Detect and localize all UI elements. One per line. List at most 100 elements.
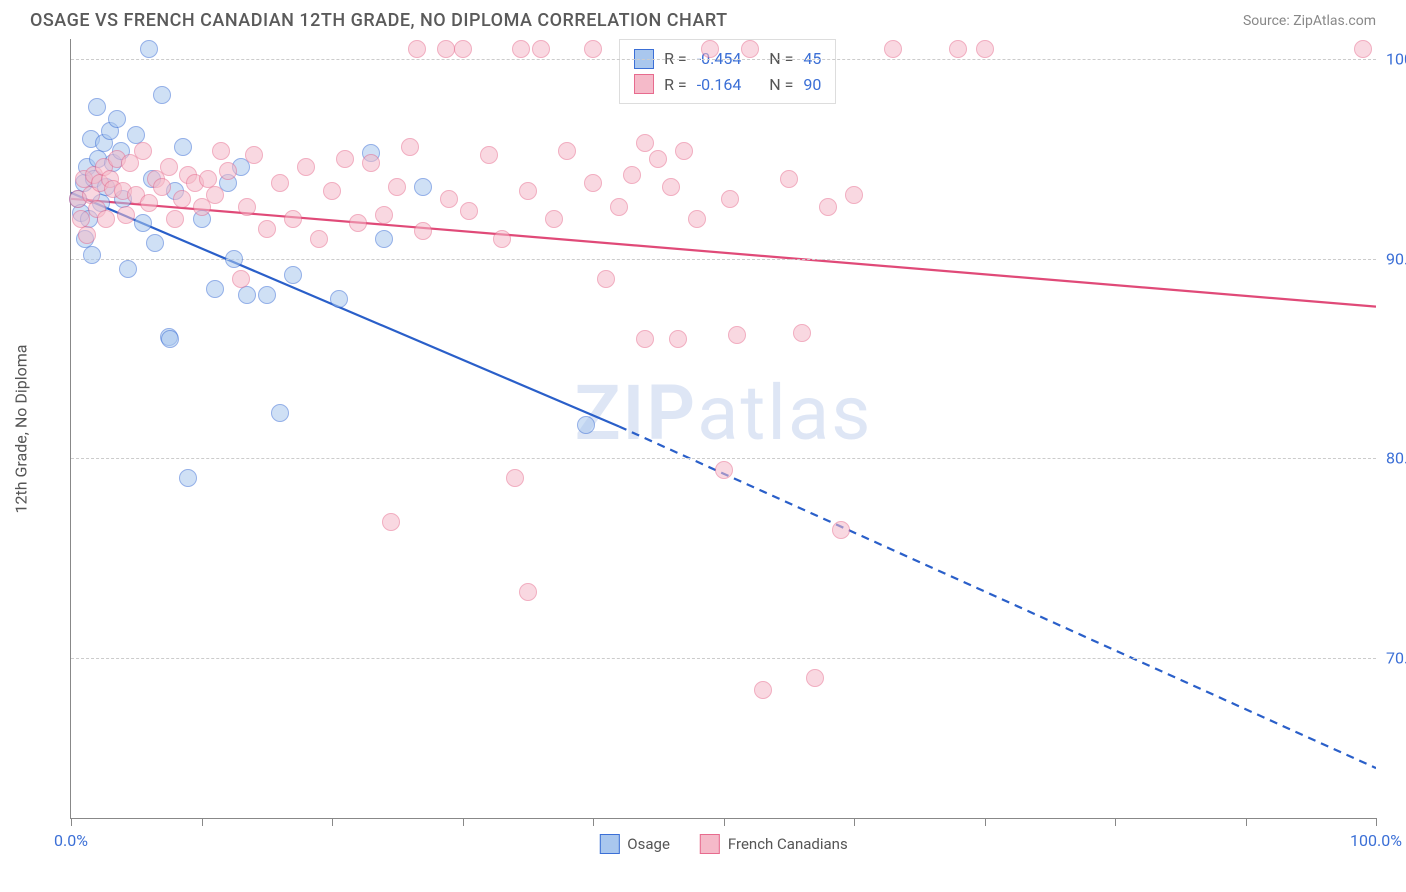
scatter-point-french-canadian [584,40,602,58]
series-legend-item: Osage [599,834,670,854]
scatter-point-osage [179,469,197,487]
scatter-point-french-canadian [454,40,472,58]
scatter-point-osage [271,404,289,422]
scatter-point-french-canadian [271,174,289,192]
stats-legend: R = -0.454 N = 45 R = -0.164 N = 90 [619,39,836,104]
scatter-point-osage [577,416,595,434]
scatter-point-french-canadian [636,330,654,348]
scatter-point-french-canadian [284,210,302,228]
n-label: N = [769,72,793,98]
scatter-point-french-canadian [623,166,641,184]
x-tick [1246,818,1247,826]
scatter-point-osage [88,98,106,116]
scatter-point-french-canadian [493,230,511,248]
scatter-point-french-canadian [440,190,458,208]
scatter-point-french-canadian [414,222,432,240]
y-tick-label: 100.0% [1386,49,1406,68]
scatter-point-french-canadian [728,326,746,344]
gridline-h [71,658,1376,659]
chart-header: OSAGE VS FRENCH CANADIAN 12TH GRADE, NO … [0,0,1406,39]
scatter-point-french-canadian [662,178,680,196]
series-legend-label: Osage [627,835,670,853]
scatter-point-french-canadian [206,186,224,204]
scatter-point-french-canadian [336,150,354,168]
scatter-point-french-canadian [806,669,824,687]
stats-legend-row: R = -0.164 N = 90 [634,72,821,98]
scatter-point-osage [284,266,302,284]
scatter-point-osage [134,214,152,232]
x-tick [985,818,986,826]
scatter-point-french-canadian [245,146,263,164]
scatter-point-french-canadian [610,198,628,216]
scatter-point-osage [414,178,432,196]
trend-lines [71,39,1376,818]
scatter-point-french-canadian [160,158,178,176]
gridline-h [71,59,1376,60]
y-tick-label: 70.0% [1386,649,1406,668]
scatter-point-osage [108,110,126,128]
scatter-point-french-canadian [597,270,615,288]
scatter-point-french-canadian [519,182,537,200]
scatter-point-french-canadian [401,138,419,156]
x-tick-label: 0.0% [54,831,88,850]
scatter-point-osage [225,250,243,268]
scatter-point-osage [258,286,276,304]
scatter-point-french-canadian [388,178,406,196]
scatter-point-french-canadian [754,681,772,699]
x-tick [854,818,855,826]
scatter-point-french-canadian [238,198,256,216]
scatter-point-french-canadian [437,40,455,58]
x-tick [593,818,594,826]
scatter-point-french-canadian [375,206,393,224]
scatter-point-osage [153,86,171,104]
scatter-point-osage [330,290,348,308]
scatter-point-french-canadian [153,178,171,196]
scatter-point-french-canadian [134,142,152,160]
scatter-point-french-canadian [845,186,863,204]
scatter-point-osage [206,280,224,298]
watermark: ZIPatlas [575,368,873,458]
scatter-point-osage [161,330,179,348]
scatter-point-french-canadian [310,230,328,248]
scatter-point-french-canadian [512,40,530,58]
y-axis-title: 12th Grade, No Diploma [12,344,31,513]
x-tick-label: 100.0% [1350,831,1402,850]
scatter-point-osage [375,230,393,248]
legend-swatch-icon [599,834,619,854]
legend-swatch-icon [634,74,654,94]
scatter-point-french-canadian [675,142,693,160]
scatter-point-french-canadian [741,40,759,58]
gridline-h [71,259,1376,260]
scatter-point-french-canadian [832,521,850,539]
scatter-point-french-canadian [232,270,250,288]
scatter-point-french-canadian [715,461,733,479]
scatter-point-osage [119,260,137,278]
scatter-point-french-canadian [636,134,654,152]
scatter-point-french-canadian [78,226,96,244]
scatter-point-french-canadian [382,513,400,531]
x-tick [724,818,725,826]
scatter-point-french-canadian [558,142,576,160]
y-tick-label: 90.0% [1386,249,1406,268]
x-tick [463,818,464,826]
scatter-point-french-canadian [219,162,237,180]
scatter-point-french-canadian [140,194,158,212]
scatter-point-french-canadian [408,40,426,58]
legend-swatch-icon [700,834,720,854]
scatter-point-french-canadian [117,206,135,224]
source-link[interactable]: ZipAtlas.com [1293,13,1376,29]
series-legend-label: French Canadians [728,835,848,853]
scatter-point-french-canadian [480,146,498,164]
chart-title: OSAGE VS FRENCH CANADIAN 12TH GRADE, NO … [30,10,728,31]
scatter-point-french-canadian [976,40,994,58]
y-tick-label: 80.0% [1386,449,1406,468]
scatter-point-french-canadian [97,210,115,228]
scatter-point-french-canadian [297,158,315,176]
scatter-point-osage [174,138,192,156]
x-tick [1376,818,1377,826]
x-tick [1115,818,1116,826]
scatter-point-french-canadian [649,150,667,168]
scatter-point-french-canadian [506,469,524,487]
gridline-h [71,458,1376,459]
scatter-point-french-canadian [349,214,367,232]
